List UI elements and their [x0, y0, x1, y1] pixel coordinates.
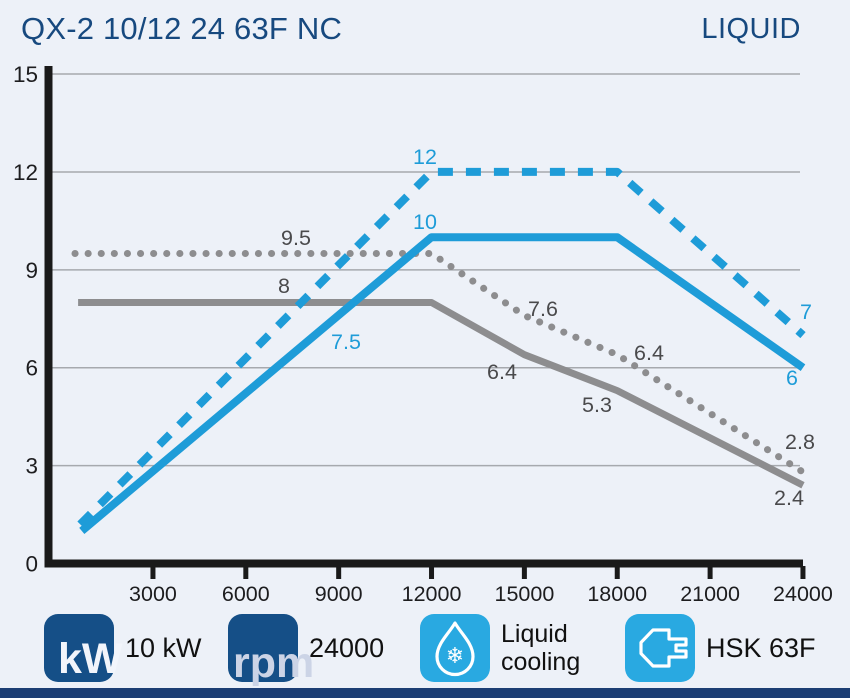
x-tick-label: 12000 — [402, 582, 462, 606]
y-tick-label: 6 — [25, 356, 38, 381]
rpm-unit-icon-text: rpm — [233, 639, 315, 687]
x-tick-label: 3000 — [129, 582, 177, 606]
y-tick-label: 0 — [25, 552, 38, 577]
axes — [44, 66, 806, 579]
data-series — [71, 167, 807, 534]
tool-interface-label: HSK 63F — [706, 632, 816, 663]
kw-unit-icon: kW — [44, 614, 123, 682]
x-tick-label: 9000 — [315, 582, 363, 606]
annotation-6.4: 6.4 — [634, 341, 664, 365]
snowflake-glyph: ❄ — [446, 644, 464, 669]
annotation-2.8: 2.8 — [785, 430, 815, 454]
annotation-6: 6 — [786, 366, 798, 390]
droplet-outline — [435, 621, 475, 677]
gridlines — [52, 73, 800, 467]
page-title: QX-2 10/12 24 63F NC — [21, 11, 343, 46]
legend-item-speed: rpm 24000 — [228, 613, 385, 685]
annotation-6.4: 6.4 — [487, 360, 517, 384]
kw-unit-icon-text: kW — [58, 635, 123, 683]
hsk-taper-icon — [639, 628, 688, 668]
y-tick-label: 12 — [13, 160, 38, 185]
y-tick-label: 15 — [13, 62, 38, 87]
axis-tick-labels: 3000 6000 9000 12000 15000 18000 21000 24000 0 3 6… — [13, 62, 833, 606]
power-torque-chart: 3000 6000 9000 12000 15000 18000 21000 24000 0 3 6… — [13, 62, 833, 606]
annotation-12: 12 — [413, 145, 437, 169]
footer-accent-bar — [0, 688, 850, 698]
speed-value-label: 24000 — [309, 632, 385, 663]
cooling-type-label: LIQUID — [701, 13, 801, 45]
legend-item-tool-interface: HSK 63F — [625, 613, 816, 683]
annotation-7.6: 7.6 — [528, 297, 558, 321]
value-annotations: 12 10 9.5 8 7.5 7.6 6.4 6.4 5.3 7 6 2.8 2.4 — [278, 145, 815, 510]
x-tick-label: 15000 — [494, 582, 554, 606]
hsk-outline — [639, 628, 688, 668]
x-tick-label: 21000 — [680, 582, 740, 606]
annotation-8: 8 — [278, 274, 290, 298]
power-value-label: 10 kW — [125, 632, 202, 663]
cooling-type-legend-label: Liquid cooling — [501, 620, 581, 676]
annotation-9.5: 9.5 — [281, 226, 311, 250]
annotation-2.4: 2.4 — [774, 486, 804, 510]
y-tick-label: 9 — [25, 258, 38, 283]
annotation-7: 7 — [800, 300, 812, 324]
hsk-63f-icon — [625, 614, 695, 682]
x-tick-label: 6000 — [222, 582, 270, 606]
legend-item-power: kW 10 kW — [44, 613, 202, 683]
x-tick-label: 24000 — [773, 582, 833, 606]
liquid-cooling-icon: ❄ — [420, 614, 490, 682]
series-gray-dotted — [71, 250, 807, 476]
legend-row: kW 10 kW rpm 24000 ❄ Liquid cooling HSK … — [0, 613, 850, 685]
series-blue-solid — [79, 233, 806, 534]
annotation-5.3: 5.3 — [582, 393, 612, 417]
droplet-snowflake-icon: ❄ — [435, 621, 475, 677]
annotation-10: 10 — [413, 210, 437, 234]
series-blue-dashed — [77, 167, 806, 528]
x-tick-label: 18000 — [587, 582, 647, 606]
legend-item-cooling: ❄ Liquid cooling — [420, 613, 606, 683]
rpm-unit-icon: rpm — [228, 614, 314, 685]
y-tick-label: 3 — [25, 454, 38, 479]
annotation-7.5: 7.5 — [331, 330, 361, 354]
series-gray-solid — [78, 299, 805, 489]
